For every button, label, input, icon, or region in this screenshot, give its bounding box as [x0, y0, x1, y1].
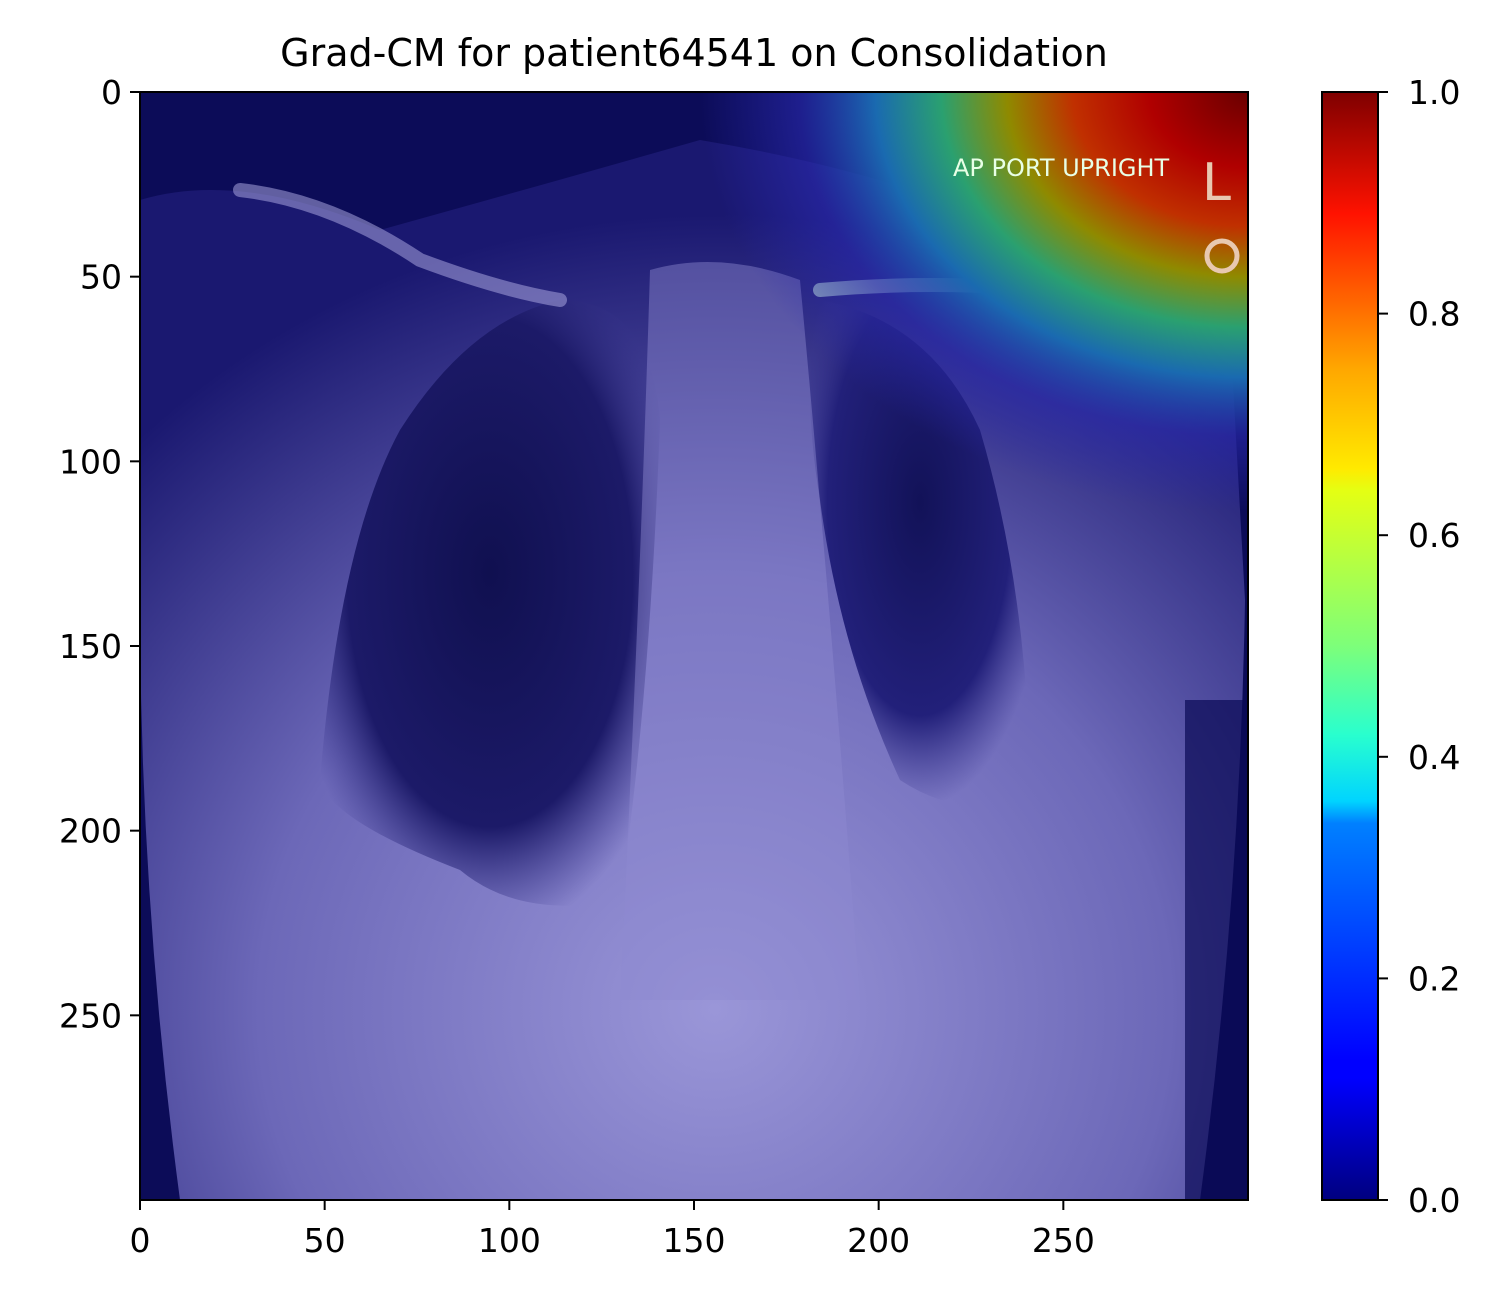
xray-left-clavicle — [233, 183, 567, 307]
colorbar — [1321, 91, 1379, 1201]
colorbar-tick-label: 0.4 — [1408, 738, 1460, 777]
x-tick-label: 100 — [478, 1221, 541, 1260]
xray-right-edge — [1185, 700, 1248, 1200]
colorbar-tick-label: 0.2 — [1408, 959, 1460, 998]
x-tick-label: 50 — [304, 1221, 346, 1260]
colorbar-tick-label: 0.8 — [1408, 295, 1460, 334]
x-tick-label: 0 — [130, 1221, 151, 1260]
image-marker-circle — [1204, 238, 1240, 274]
colorbar-ticks: 0.0 0.2 0.4 0.6 0.8 1.0 — [1378, 73, 1460, 1220]
colorbar-tick-label: 0.6 — [1408, 516, 1460, 555]
image-axes: AP PORT UPRIGHT L — [140, 92, 1248, 1200]
x-tick-label: 150 — [663, 1221, 726, 1260]
y-tick-label: 0 — [101, 73, 122, 112]
x-axis-ticks: 0 50 100 150 200 250 — [130, 1200, 1095, 1260]
y-tick-label: 100 — [59, 442, 122, 481]
activation-hotspot — [700, 92, 1248, 512]
xray-left-lung — [320, 300, 660, 906]
x-tick-label: 250 — [1032, 1221, 1095, 1260]
y-tick-label: 50 — [80, 258, 122, 297]
image-label-l-marker: L — [1202, 153, 1231, 213]
chart-title: Grad-CM for patient64541 on Consolidatio… — [280, 31, 1108, 75]
y-tick-label: 250 — [59, 996, 122, 1035]
y-tick-label: 150 — [59, 627, 122, 666]
colorbar-tick-label: 1.0 — [1408, 73, 1460, 112]
y-tick-label: 200 — [59, 812, 122, 851]
image-label-ap-port-upright: AP PORT UPRIGHT — [953, 154, 1170, 182]
y-axis-ticks: 0 50 100 150 200 250 — [59, 73, 140, 1035]
colorbar-tick-label: 0.0 — [1408, 1181, 1460, 1220]
x-tick-label: 200 — [847, 1221, 910, 1260]
